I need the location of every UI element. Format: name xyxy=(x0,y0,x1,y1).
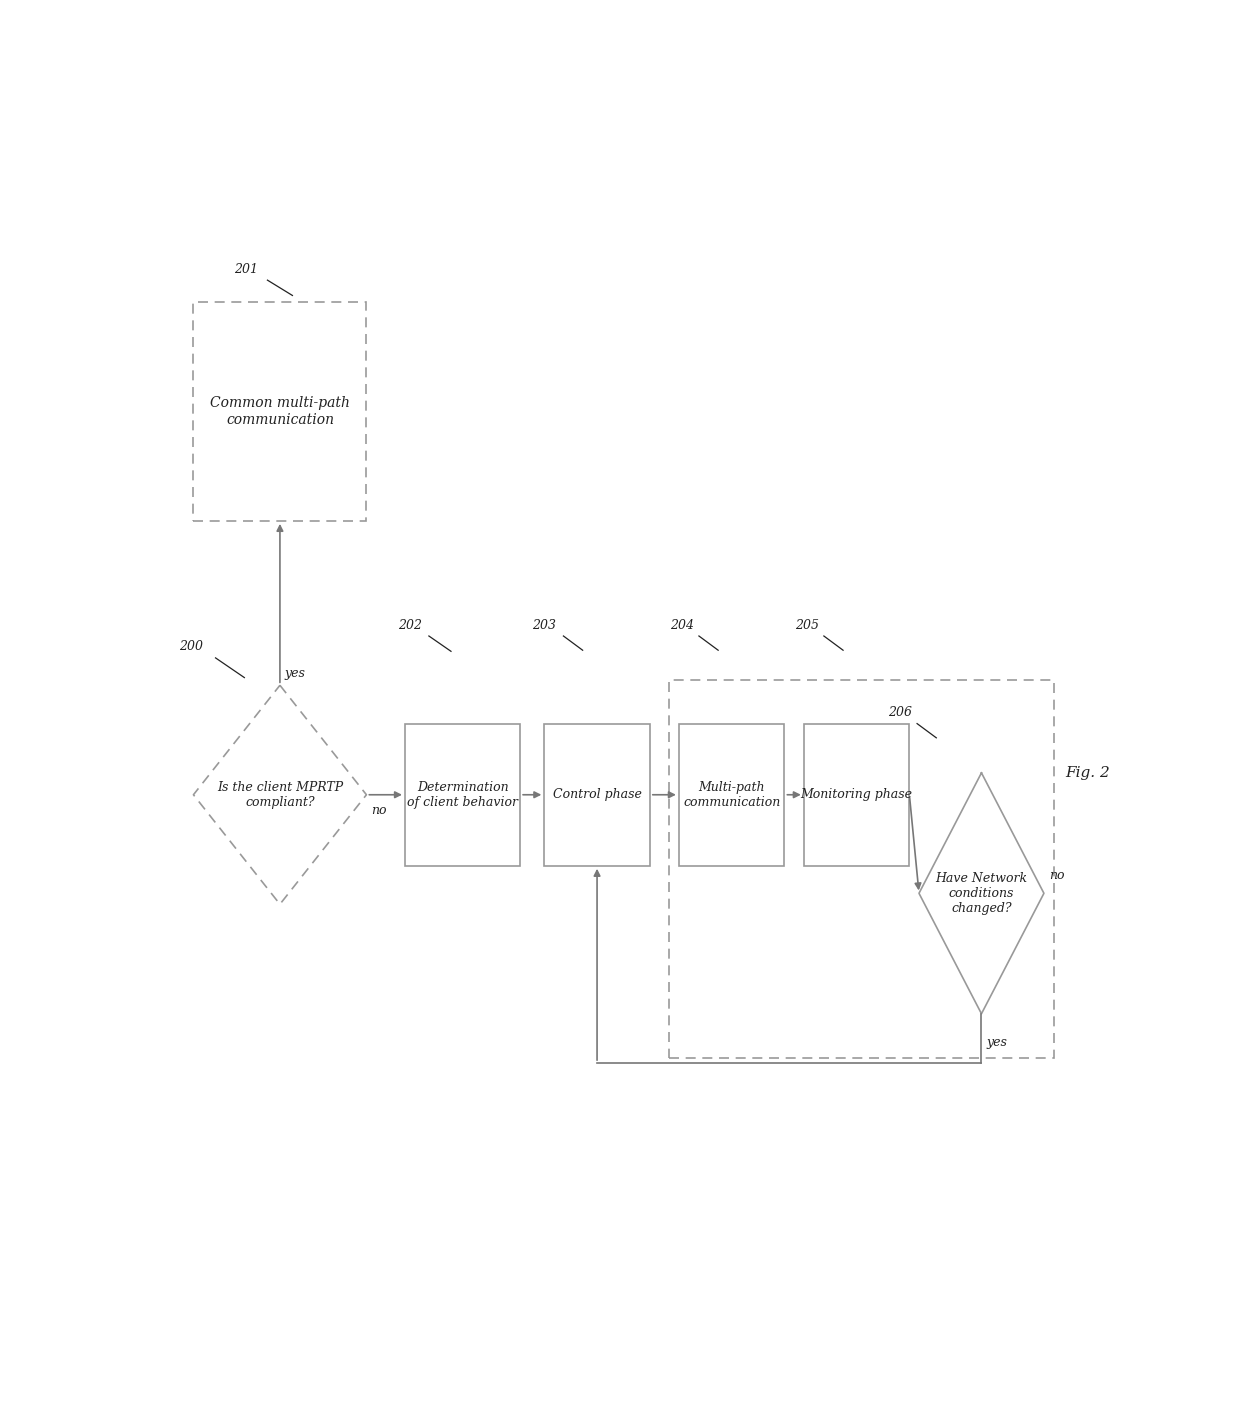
Text: 205: 205 xyxy=(795,619,818,631)
Text: Multi-path
communication: Multi-path communication xyxy=(683,781,780,809)
Text: 204: 204 xyxy=(670,619,693,631)
Polygon shape xyxy=(919,774,1044,1014)
FancyBboxPatch shape xyxy=(404,724,521,866)
Text: 202: 202 xyxy=(398,619,422,631)
Text: Determination
of client behavior: Determination of client behavior xyxy=(407,781,518,809)
FancyBboxPatch shape xyxy=(544,724,650,866)
Text: Have Network
conditions
changed?: Have Network conditions changed? xyxy=(935,872,1028,914)
Text: 203: 203 xyxy=(532,619,557,631)
FancyBboxPatch shape xyxy=(678,724,785,866)
Text: 206: 206 xyxy=(888,707,911,720)
Text: Fig. 2: Fig. 2 xyxy=(1065,766,1110,779)
Polygon shape xyxy=(193,685,367,904)
Text: Is the client MPRTP
compliant?: Is the client MPRTP compliant? xyxy=(217,781,343,809)
Text: Control phase: Control phase xyxy=(553,788,641,801)
Text: Monitoring phase: Monitoring phase xyxy=(801,788,913,801)
Text: no: no xyxy=(371,803,387,816)
Text: Common multi-path
communication: Common multi-path communication xyxy=(210,397,350,427)
Text: 201: 201 xyxy=(234,263,258,276)
FancyBboxPatch shape xyxy=(193,301,367,520)
Text: 200: 200 xyxy=(180,640,203,654)
Text: yes: yes xyxy=(285,667,305,680)
FancyBboxPatch shape xyxy=(804,724,909,866)
Text: no: no xyxy=(1049,869,1064,882)
Text: yes: yes xyxy=(986,1035,1007,1048)
